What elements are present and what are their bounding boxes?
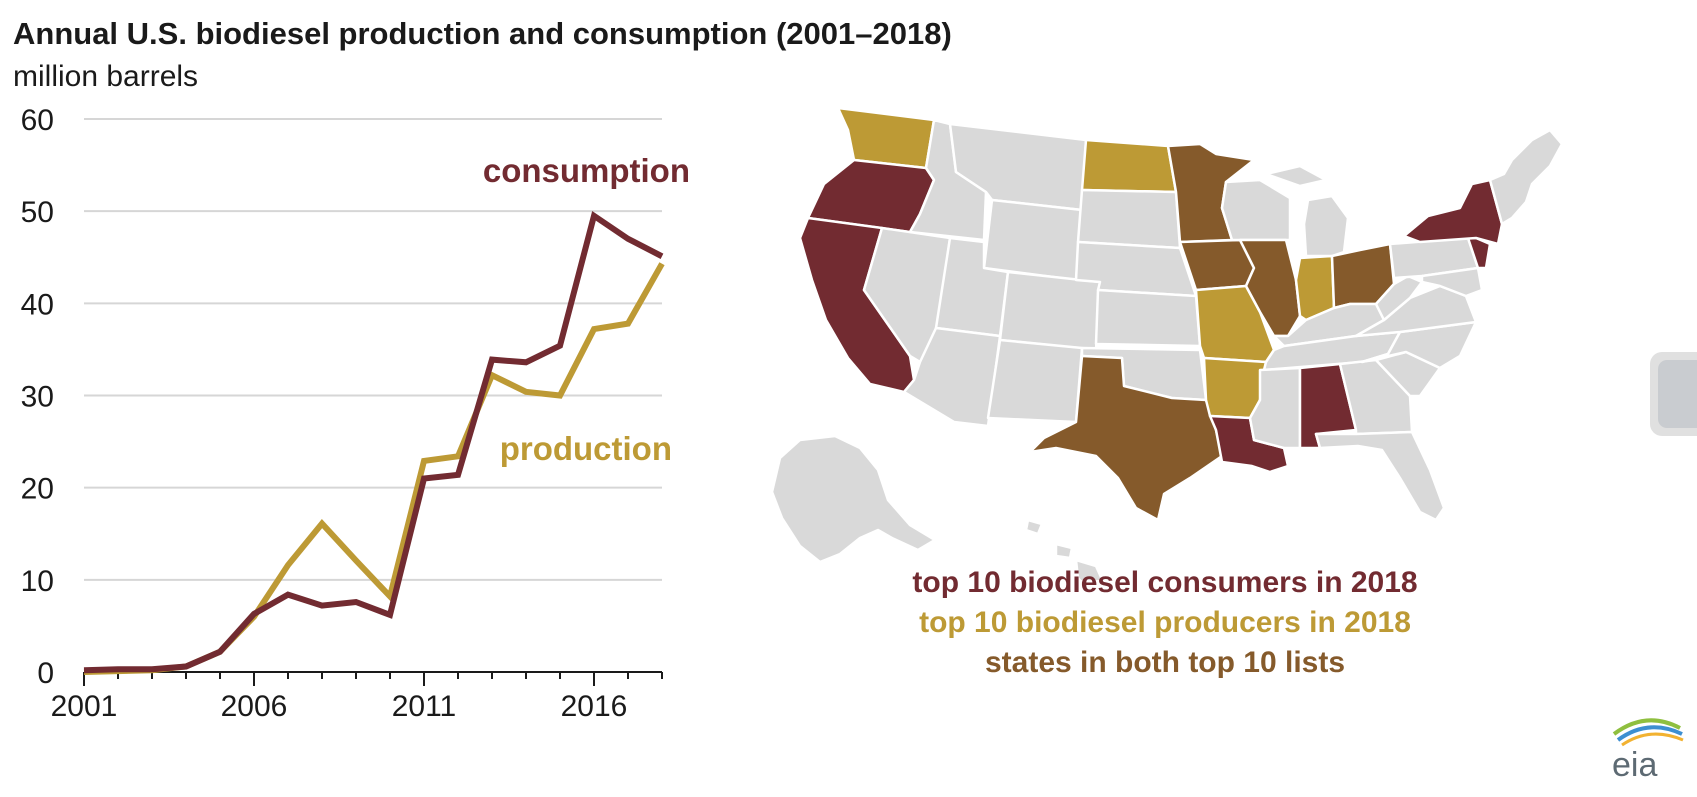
state-north-dakota: [1080, 138, 1178, 194]
eia-logo-text: eia: [1612, 746, 1657, 782]
series-label-production: production: [500, 430, 672, 467]
legend-producers: top 10 biodiesel producers in 2018: [919, 606, 1411, 639]
y-tick-label: 0: [37, 657, 54, 690]
x-tick-label: 2006: [221, 690, 288, 723]
x-tick-label: 2001: [51, 690, 118, 723]
chart-title: Annual U.S. biodiesel production and con…: [13, 16, 952, 51]
eia-logo: eia: [1606, 712, 1686, 784]
state-wisconsin: [1220, 178, 1292, 242]
state-wyoming: [982, 198, 1084, 282]
series-line-consumption: [83, 210, 664, 674]
state-florida: [1314, 430, 1446, 522]
state-new-mexico: [986, 338, 1084, 424]
x-tick-label: 2011: [392, 690, 457, 723]
state-alaska: [770, 434, 937, 564]
line-chart: 0 10 20 30 40 50 60 2001 2006 2011 2016 consumption…: [21, 104, 690, 723]
side-panel-handle[interactable]: [1650, 352, 1697, 436]
y-tick-label: 30: [21, 381, 54, 414]
state-new-york: [1402, 178, 1504, 246]
x-tick-label: 2016: [561, 690, 628, 723]
y-tick-label: 60: [21, 104, 54, 137]
y-tick-label: 20: [21, 473, 54, 506]
state-colorado: [998, 270, 1102, 352]
expand-handle-icon[interactable]: [1658, 360, 1697, 428]
y-tick-label: 50: [21, 196, 54, 229]
state-washington: [836, 106, 936, 170]
legend-consumers: top 10 biodiesel consumers in 2018: [912, 566, 1418, 599]
state-texas: [1028, 354, 1224, 522]
us-map: [770, 106, 1564, 580]
legend-both: states in both top 10 lists: [984, 646, 1346, 679]
state-south-dakota: [1076, 188, 1182, 250]
chart-subtitle-units: million barrels: [13, 60, 199, 93]
state-new-england: [1488, 128, 1564, 226]
state-north-carolina: [1360, 320, 1478, 370]
state-kansas: [1094, 288, 1202, 348]
y-tick-label: 10: [21, 565, 54, 598]
state-hawaii: [1024, 518, 1104, 580]
series-label-consumption: consumption: [483, 152, 690, 189]
y-tick-label: 40: [21, 288, 54, 321]
